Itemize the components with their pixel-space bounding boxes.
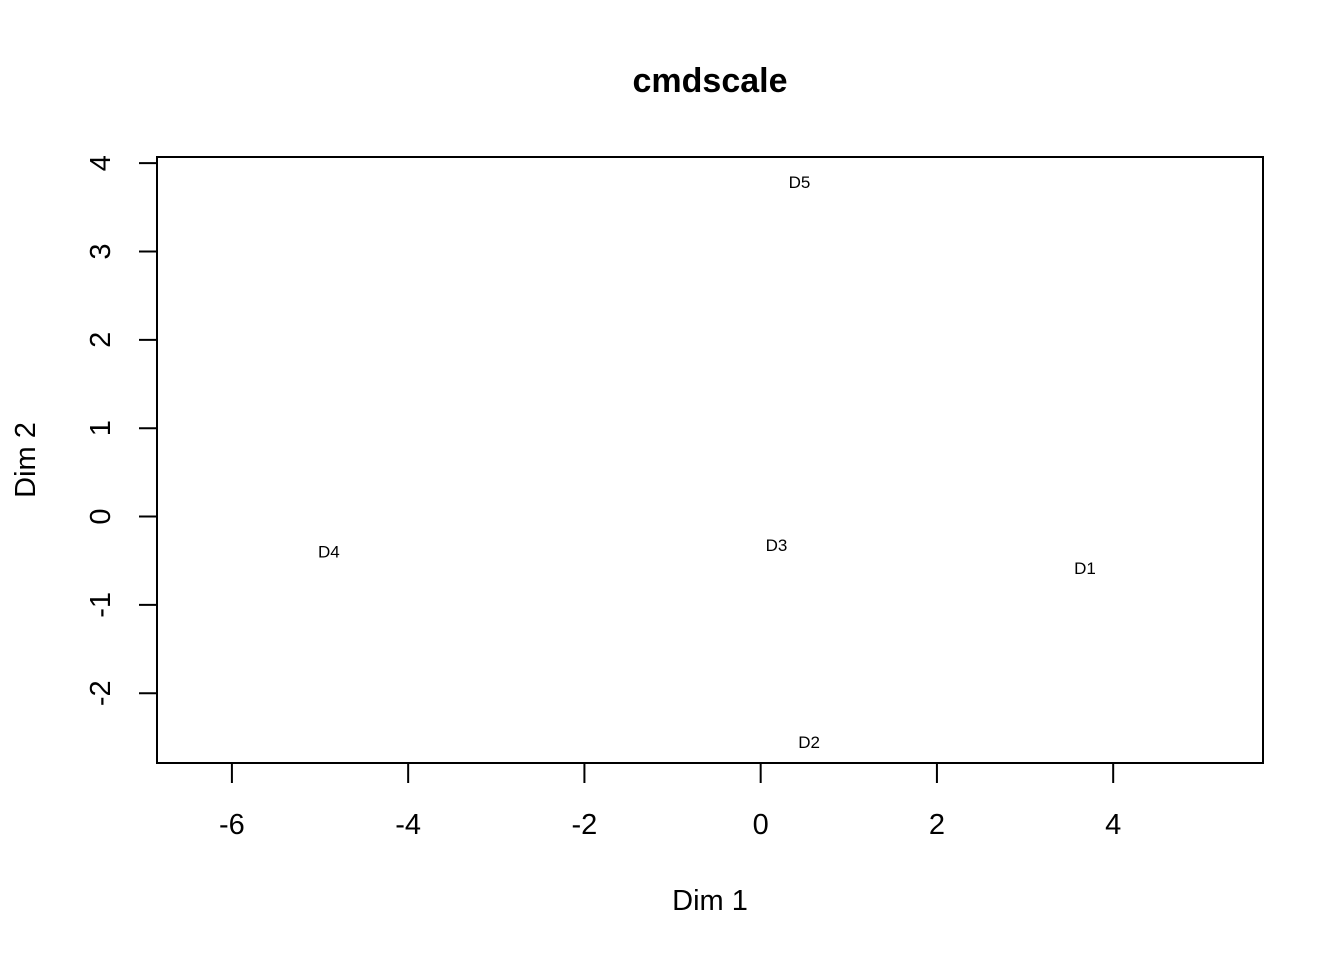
point-labels: D1 D2 D3 D4 D5	[318, 173, 1096, 752]
x-tick-label: 4	[1105, 809, 1121, 841]
x-tick-label: -2	[572, 809, 598, 841]
y-tick-label: 4	[85, 155, 117, 171]
y-tick-label: 1	[85, 420, 117, 436]
x-tick-label: 0	[753, 809, 769, 841]
x-tick-label: -6	[219, 809, 245, 841]
y-tick-label: 0	[85, 508, 117, 524]
x-tick-label: -4	[395, 809, 421, 841]
point-label-d1: D1	[1074, 559, 1096, 578]
plot-frame	[156, 156, 1264, 764]
point-label-d3: D3	[766, 536, 788, 555]
y-tick-label: -1	[85, 592, 117, 618]
x-axis: -6 -4 -2 0 2 4	[219, 762, 1121, 841]
y-axis-label: Dim 2	[10, 422, 42, 498]
y-tick-label: 2	[85, 332, 117, 348]
y-tick-label: 3	[85, 243, 117, 259]
y-axis: -2 -1 0 1 2 3 4	[85, 155, 158, 706]
y-tick-label: -2	[85, 680, 117, 706]
chart-title: cmdscale	[633, 62, 788, 100]
x-axis-label: Dim 1	[672, 885, 748, 917]
point-label-d2: D2	[798, 733, 820, 752]
point-label-d5: D5	[789, 173, 811, 192]
point-label-d4: D4	[318, 542, 340, 561]
x-tick-label: 2	[929, 809, 945, 841]
